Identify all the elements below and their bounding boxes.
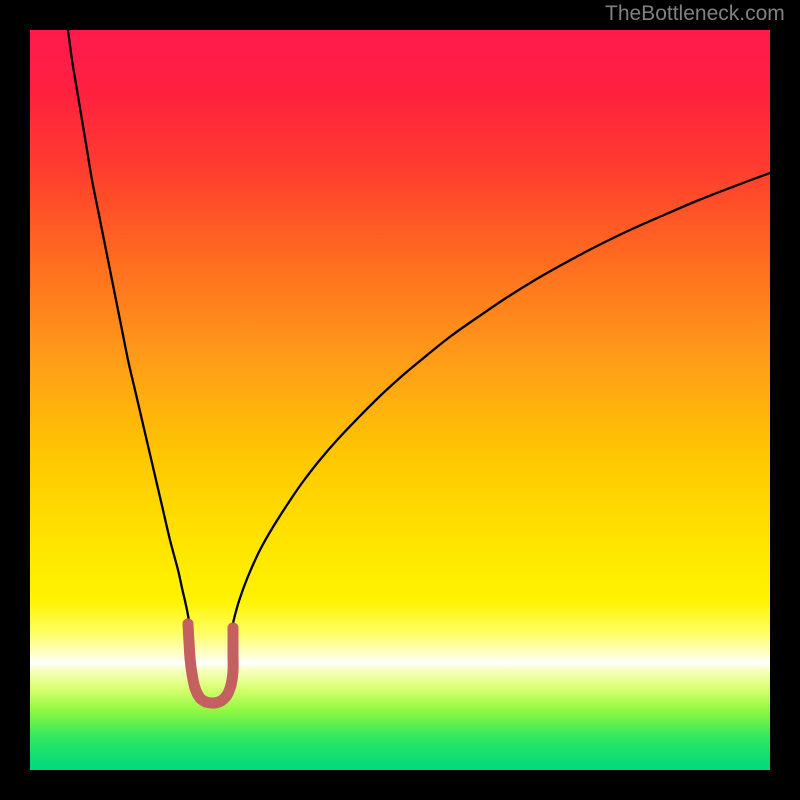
marker-dot: [228, 650, 239, 661]
curve-right: [232, 173, 770, 628]
marker-dot: [228, 636, 239, 647]
marker-dot: [183, 619, 194, 630]
plot-area: [30, 30, 770, 770]
chart-svg: [30, 30, 770, 770]
marker-dot: [222, 690, 233, 701]
marker-dot: [226, 680, 237, 691]
marker-dot: [228, 666, 239, 677]
marker-dot: [228, 623, 239, 634]
watermark-label: TheBottleneck.com: [605, 2, 785, 26]
marker-dot: [184, 637, 195, 648]
curve-left: [68, 30, 190, 627]
marker-dot: [190, 683, 201, 694]
marker-dot: [185, 653, 196, 664]
marker-dot: [187, 669, 198, 680]
